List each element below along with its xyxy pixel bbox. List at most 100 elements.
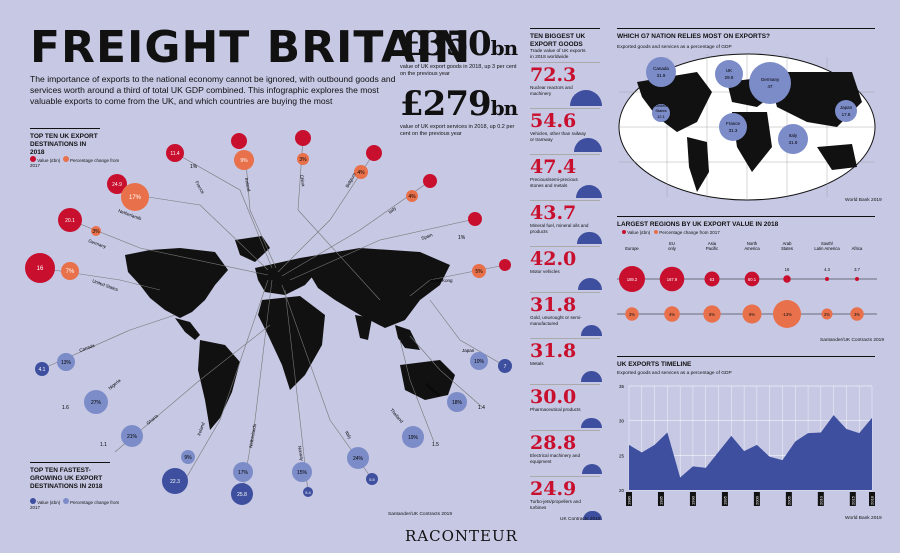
- germany-name: Germany: [761, 77, 780, 82]
- netherlands-value-bubble: [107, 174, 127, 194]
- malaysia-value-label: 1.4: [478, 405, 485, 411]
- china-country-label: China: [299, 174, 306, 187]
- region-change-label: 3%: [629, 312, 635, 317]
- france-value-label: 11.4: [170, 151, 180, 157]
- region-label: Asia Pacific: [706, 241, 718, 251]
- region-change-label: 6%: [749, 312, 755, 317]
- ghana-country-label: Ghana: [145, 413, 159, 426]
- region-change-bubble: [773, 300, 801, 328]
- us-change-label: 7%: [66, 269, 75, 275]
- fast-destinations-legend: Value (£bn) Percentage change from 2017: [30, 498, 120, 510]
- uk-name: UK: [726, 68, 732, 73]
- ireland-fast-value-label: 22.3: [170, 479, 180, 485]
- canada-change-label: 13%: [61, 360, 72, 366]
- goods-semicircle: [581, 463, 602, 474]
- timeline-xtick-bg: [785, 492, 792, 506]
- region-label: South/Latin America: [814, 241, 840, 251]
- italy-fast-change-bubble: [347, 447, 369, 469]
- goods-semicircle: [583, 510, 602, 520]
- belgium-change-label: 4%: [357, 170, 365, 176]
- germany-bubble: [749, 62, 791, 104]
- goods-item: 54.6 Vehicles, other than railway or tram…: [530, 108, 602, 154]
- timeline-ytick: 35: [619, 384, 625, 389]
- nigeria-country-label: Nigeria: [107, 377, 122, 390]
- goods-semicircle: [580, 371, 602, 382]
- goods-label: Mineral fuel, mineral oils and products: [530, 223, 589, 234]
- goods-item: 47.4 Precious/semi-precious stones and me…: [530, 154, 602, 200]
- timeline-xtick-bg: [817, 492, 824, 506]
- goods-label: Gold, unwrought or semi-manufactured: [530, 315, 582, 326]
- us-bubble: [652, 104, 670, 122]
- timeline-xtick-bg: [626, 492, 632, 506]
- north-america-shape: [125, 248, 228, 318]
- region-change-bubble: [625, 307, 639, 321]
- france-change-label: 1%: [190, 164, 198, 170]
- norway-value-bubble: [303, 487, 313, 497]
- nigeria-change-bubble: [84, 390, 108, 414]
- thailand-value-label: 1.5: [432, 442, 439, 448]
- thailand-change-label: 19%: [408, 435, 419, 441]
- spain-value-bubble: [468, 212, 482, 226]
- regions-source: Santander/UK Contracts 2019: [820, 338, 884, 343]
- timeline-subtitle: Exported goods and services as a percent…: [617, 371, 732, 376]
- netherlands-fast-country-label: Netherlands: [248, 423, 257, 449]
- region-value-bubble: [619, 266, 645, 292]
- us-name-2: States: [655, 108, 666, 113]
- region-value-label: 60.1: [748, 277, 757, 282]
- timeline-xtick: 2000: [754, 495, 759, 505]
- canada-value-label: 4.1: [39, 367, 46, 373]
- malaysia-change-bubble: [447, 392, 467, 412]
- goods-label: Vehicles, other than railway or tramway: [530, 131, 586, 142]
- region-change-bubble: [703, 305, 721, 323]
- africa-shape: [258, 296, 325, 390]
- greenland-shape: [235, 236, 270, 262]
- canada-bubble: [646, 57, 676, 87]
- germany-value-bubble: [58, 208, 82, 232]
- goods-semicircle: [570, 90, 602, 106]
- timeline-xtick: 2018: [870, 495, 875, 505]
- region-value-label: 63: [710, 277, 715, 282]
- timeline-xtick: 2010: [818, 495, 823, 505]
- italy-bubble: [778, 124, 808, 154]
- ghana-change-label: 21%: [127, 434, 138, 440]
- italy-value-bubble: [423, 174, 437, 188]
- germany-country-label: Germany: [88, 238, 108, 249]
- region-label: Africa: [852, 246, 863, 251]
- timeline-xtick-bg: [689, 492, 696, 506]
- goods-subtitle: Trade value of UK exports in 2018 worldw…: [530, 49, 586, 60]
- region-value-label: 16: [785, 267, 790, 272]
- ireland-value-bubble: [231, 133, 247, 149]
- stat-goods-value: £350bn: [400, 24, 518, 64]
- timeline-xtick-bg: [849, 492, 856, 506]
- hongkong-change-bubble: [472, 264, 486, 278]
- ireland-fast-change-bubble: [181, 450, 195, 464]
- china-value-bubble: [295, 130, 311, 146]
- region-change-label: 2%: [824, 312, 830, 317]
- goods-value: 30.0: [530, 386, 577, 408]
- stat-goods: £350bn value of UK export goods in 2018,…: [400, 24, 520, 78]
- hongkong-value-bubble: [499, 259, 511, 271]
- timeline-xtick: 1980: [627, 495, 632, 505]
- goods-value: 47.4: [530, 156, 577, 178]
- regions-legend: Value (£bn) Percentage change from 2017: [622, 230, 720, 235]
- region-value-bubble: [855, 277, 859, 281]
- fast-destinations-bubbles: 4.1 13% Canada 1.6 27% Nigeria 1.1 21% G…: [35, 343, 512, 505]
- timeline-area: [629, 415, 872, 490]
- canada-change-bubble: [57, 353, 75, 371]
- italy-fast-change-label: 24%: [353, 456, 364, 462]
- south-america-shape: [198, 340, 240, 430]
- netherlands-value-label: 24.9: [112, 182, 122, 188]
- japan-name: Japan: [840, 105, 853, 110]
- region-label: Europe: [625, 246, 639, 251]
- goods-semicircle: [577, 231, 602, 244]
- canada-name: Canada: [653, 66, 669, 71]
- hongkong-change-label: 5%: [475, 269, 483, 275]
- belgium-change-bubble: [354, 165, 368, 179]
- japan-change-label: 10%: [474, 359, 485, 365]
- australia-shape: [400, 360, 455, 400]
- goods-label: Metals: [530, 361, 544, 366]
- italy-pct: 31.8: [789, 140, 798, 145]
- us-name-1: United: [655, 103, 667, 108]
- region-value-bubble: [744, 271, 760, 287]
- france-name: France: [726, 121, 741, 126]
